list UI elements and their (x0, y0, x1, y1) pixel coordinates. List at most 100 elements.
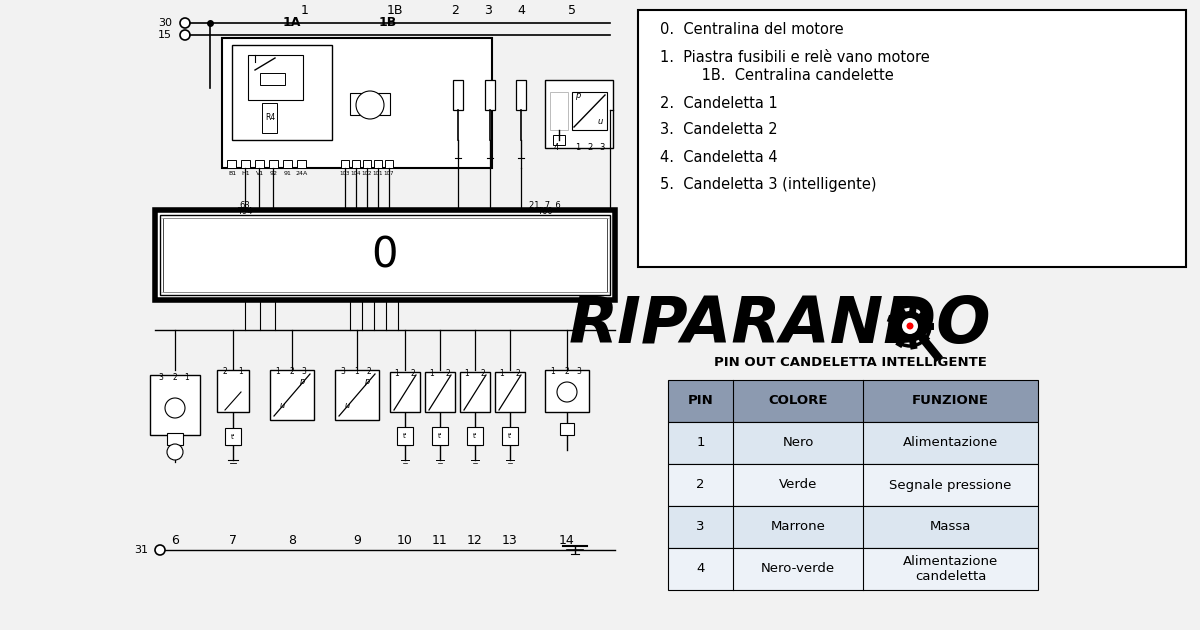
Circle shape (557, 382, 577, 402)
Bar (227, 160, 236, 168)
Bar (545, 370, 589, 412)
Text: 1: 1 (430, 370, 434, 379)
Circle shape (166, 398, 185, 418)
Bar (668, 506, 1038, 548)
Bar (222, 38, 492, 168)
Bar (545, 80, 613, 148)
Text: 2: 2 (481, 370, 485, 379)
Text: 1: 1 (696, 437, 704, 449)
Bar (390, 372, 420, 412)
Bar (460, 372, 490, 412)
Text: COLORE: COLORE (768, 394, 828, 408)
Text: 2: 2 (696, 479, 704, 491)
Text: 2.  Candeletta 1: 2. Candeletta 1 (660, 96, 778, 110)
Text: 6: 6 (172, 534, 179, 546)
Circle shape (902, 318, 918, 334)
Text: 3: 3 (484, 4, 492, 16)
Bar (155, 210, 616, 300)
Bar (397, 427, 413, 445)
Text: 12: 12 (467, 534, 482, 546)
Text: 3: 3 (341, 367, 346, 377)
Text: p: p (299, 377, 305, 386)
Bar (668, 422, 1038, 464)
Text: 2: 2 (367, 367, 371, 377)
Text: 4: 4 (517, 4, 524, 16)
Bar (668, 548, 1038, 590)
Text: H1: H1 (241, 171, 251, 176)
Text: 1: 1 (464, 370, 469, 379)
Text: 103: 103 (340, 171, 350, 176)
Text: 1: 1 (239, 367, 244, 377)
Text: 2: 2 (410, 370, 415, 379)
Text: 3: 3 (301, 367, 306, 377)
Text: 107: 107 (384, 171, 395, 176)
Text: 0.  Centralina del motore: 0. Centralina del motore (660, 23, 844, 38)
Text: PIN: PIN (688, 394, 713, 408)
Bar (341, 160, 349, 168)
Text: 31: 31 (134, 545, 148, 555)
Text: Alimentazione
candeletta: Alimentazione candeletta (902, 555, 998, 583)
Text: 1: 1 (551, 367, 556, 377)
Text: Marrone: Marrone (770, 520, 826, 534)
Text: 1.  Piastra fusibili e relè vano motore: 1. Piastra fusibili e relè vano motore (660, 50, 930, 66)
Text: 2: 2 (445, 370, 450, 379)
Text: Alimentazione: Alimentazione (902, 437, 998, 449)
Bar (232, 45, 332, 140)
Text: 102: 102 (361, 171, 372, 176)
Text: 91: 91 (284, 171, 292, 176)
Text: 2: 2 (223, 367, 227, 377)
Circle shape (180, 30, 190, 40)
Text: 1: 1 (395, 370, 400, 379)
Text: t': t' (403, 433, 407, 439)
Bar (364, 160, 371, 168)
Bar (496, 372, 526, 412)
Text: Massa: Massa (930, 520, 971, 534)
Text: 9: 9 (353, 534, 361, 546)
Text: 15: 15 (158, 30, 172, 40)
Text: V1: V1 (256, 171, 264, 176)
Text: u: u (344, 401, 349, 411)
Bar (553, 135, 565, 145)
Text: u: u (280, 401, 284, 411)
Bar (270, 370, 314, 420)
Text: PIN OUT CANDELETTA INTELLIGENTE: PIN OUT CANDELETTA INTELLIGENTE (714, 355, 986, 369)
Bar (668, 464, 1038, 506)
Bar (572, 92, 607, 130)
Text: 3: 3 (696, 520, 704, 534)
Bar (638, 10, 1186, 267)
Text: 92: 92 (270, 171, 278, 176)
Text: T60: T60 (538, 207, 553, 217)
Circle shape (356, 91, 384, 119)
Text: 1: 1 (276, 367, 281, 377)
Text: 24A: 24A (296, 171, 308, 176)
Bar (217, 370, 250, 412)
Text: R4: R4 (265, 113, 275, 122)
Text: 1B.  Centralina candelette: 1B. Centralina candelette (660, 69, 894, 84)
Text: T94: T94 (238, 207, 253, 217)
Bar (425, 372, 455, 412)
Text: 5.  Candeletta 3 (intelligente): 5. Candeletta 3 (intelligente) (660, 176, 876, 192)
Bar (485, 80, 496, 110)
Text: 4: 4 (553, 144, 559, 152)
Text: FUNZIONE: FUNZIONE (912, 394, 989, 408)
Text: u: u (598, 118, 602, 127)
Text: Segnale pressione: Segnale pressione (889, 479, 1012, 491)
Bar (374, 160, 382, 168)
Bar (467, 427, 482, 445)
Bar (385, 160, 394, 168)
Bar (167, 433, 182, 445)
Circle shape (180, 18, 190, 28)
Circle shape (167, 444, 182, 460)
Bar (352, 160, 360, 168)
Text: 21  7  6: 21 7 6 (529, 200, 560, 210)
Text: 3: 3 (576, 367, 582, 377)
Bar (241, 160, 250, 168)
Text: t': t' (230, 434, 235, 440)
Text: 101: 101 (373, 171, 383, 176)
Circle shape (906, 323, 913, 329)
Text: 1: 1 (575, 144, 581, 152)
Circle shape (895, 311, 925, 341)
Text: 2: 2 (587, 144, 593, 152)
Bar (298, 160, 306, 168)
Text: p: p (365, 377, 370, 386)
